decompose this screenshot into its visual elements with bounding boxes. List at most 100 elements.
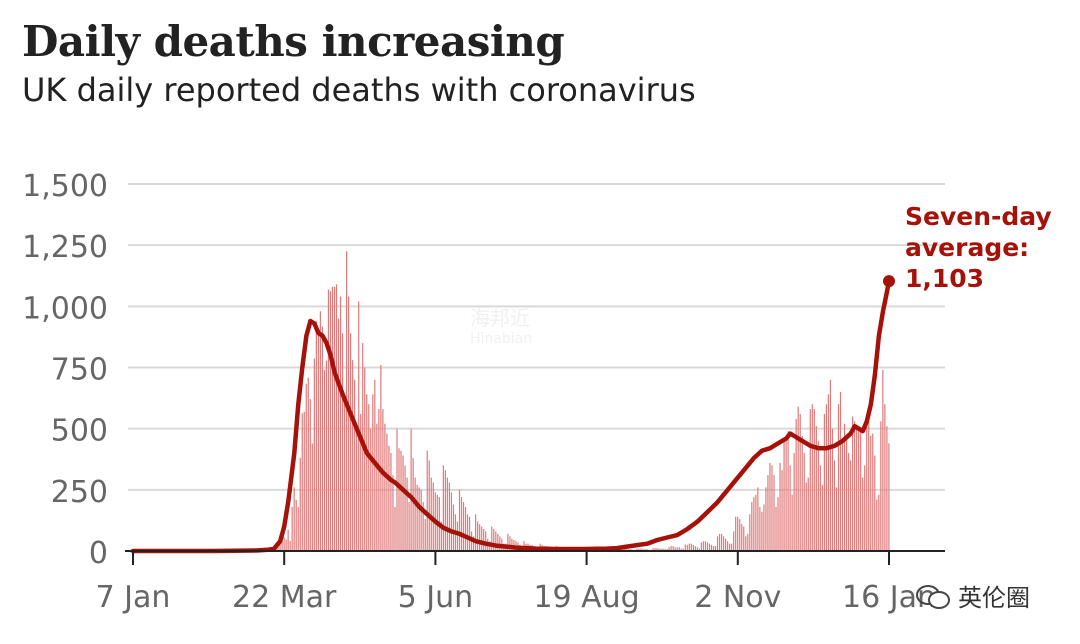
bar bbox=[670, 546, 672, 551]
bar bbox=[884, 404, 886, 551]
bar bbox=[710, 544, 713, 551]
bar bbox=[497, 533, 499, 551]
bar bbox=[807, 477, 809, 551]
bar bbox=[733, 531, 735, 551]
wechat-icon bbox=[916, 581, 952, 611]
bar bbox=[390, 453, 392, 551]
y-tick-label: 750 bbox=[51, 353, 108, 388]
bar bbox=[331, 286, 334, 551]
bar bbox=[767, 475, 769, 551]
bar bbox=[708, 543, 711, 551]
annotation-line-3: 1,103 bbox=[905, 264, 984, 293]
bar bbox=[759, 506, 761, 551]
bar bbox=[714, 546, 717, 551]
bar bbox=[321, 326, 324, 551]
bar bbox=[356, 423, 358, 551]
bar bbox=[483, 528, 485, 551]
bar bbox=[716, 536, 719, 551]
bar bbox=[287, 529, 289, 551]
bar bbox=[747, 533, 749, 551]
bar bbox=[638, 548, 640, 551]
bar bbox=[656, 548, 658, 551]
bar bbox=[317, 335, 319, 551]
bar bbox=[827, 394, 830, 551]
bar bbox=[307, 377, 309, 551]
bar bbox=[821, 484, 823, 551]
bar bbox=[735, 516, 737, 551]
bar bbox=[406, 477, 408, 551]
bar bbox=[392, 475, 394, 551]
faint-watermark-text: 海邦近 bbox=[470, 306, 530, 330]
bar bbox=[420, 489, 422, 551]
faint-watermark: 海邦近 Hinabian bbox=[470, 306, 532, 347]
bar bbox=[779, 462, 781, 551]
bar bbox=[426, 450, 428, 551]
bar bbox=[690, 543, 692, 551]
bar bbox=[335, 284, 338, 551]
bar bbox=[801, 436, 803, 551]
bar bbox=[378, 409, 380, 551]
bar bbox=[295, 499, 297, 551]
bar bbox=[380, 365, 382, 551]
seven-day-average-line bbox=[130, 278, 892, 554]
bar bbox=[466, 514, 469, 551]
bar bbox=[722, 536, 725, 551]
bar bbox=[775, 506, 777, 551]
watermark: 英伦圈 bbox=[916, 578, 1030, 613]
bar bbox=[825, 404, 828, 551]
bar bbox=[682, 548, 684, 551]
bar bbox=[724, 538, 727, 551]
bar bbox=[323, 370, 326, 551]
bar bbox=[868, 413, 870, 551]
bar bbox=[809, 409, 811, 551]
bar bbox=[370, 428, 372, 551]
bar bbox=[866, 421, 868, 551]
bar bbox=[388, 445, 390, 551]
bar bbox=[352, 360, 354, 551]
bar bbox=[654, 548, 656, 551]
bar bbox=[700, 542, 703, 551]
x-tick-label: 19 Aug bbox=[533, 580, 639, 615]
bar bbox=[789, 465, 791, 551]
bar bbox=[624, 548, 626, 551]
bar bbox=[829, 379, 832, 551]
bar bbox=[350, 333, 352, 551]
bar bbox=[495, 531, 497, 551]
bar bbox=[729, 543, 731, 551]
bar bbox=[757, 487, 759, 551]
bar bbox=[472, 536, 475, 551]
bar bbox=[674, 547, 676, 551]
bar bbox=[446, 477, 448, 551]
bar bbox=[424, 519, 426, 551]
bar bbox=[479, 524, 481, 551]
bar bbox=[412, 458, 414, 551]
bar bbox=[394, 506, 396, 551]
bar bbox=[727, 541, 729, 551]
bar bbox=[297, 506, 299, 551]
bar bbox=[787, 431, 789, 551]
bar bbox=[845, 438, 848, 551]
bar bbox=[364, 367, 366, 551]
bar bbox=[805, 482, 807, 551]
bar bbox=[706, 542, 709, 551]
bar bbox=[797, 406, 799, 551]
bar bbox=[737, 516, 739, 551]
bar bbox=[872, 433, 874, 551]
bar bbox=[813, 409, 815, 551]
y-tick-label: 1,000 bbox=[22, 291, 108, 326]
bar bbox=[305, 383, 307, 551]
daily-bars bbox=[255, 251, 890, 552]
latest-average-dot bbox=[883, 275, 895, 288]
bar bbox=[882, 369, 884, 551]
x-tick-label: 7 Jan bbox=[96, 580, 171, 615]
bar bbox=[376, 423, 378, 551]
bar bbox=[739, 519, 741, 551]
y-tick-label: 1,500 bbox=[22, 169, 108, 204]
bar bbox=[847, 453, 850, 551]
bar bbox=[672, 546, 674, 551]
bar bbox=[311, 443, 313, 551]
bar bbox=[341, 333, 344, 551]
bar bbox=[430, 477, 432, 551]
bar bbox=[819, 465, 821, 551]
bar bbox=[313, 358, 315, 551]
